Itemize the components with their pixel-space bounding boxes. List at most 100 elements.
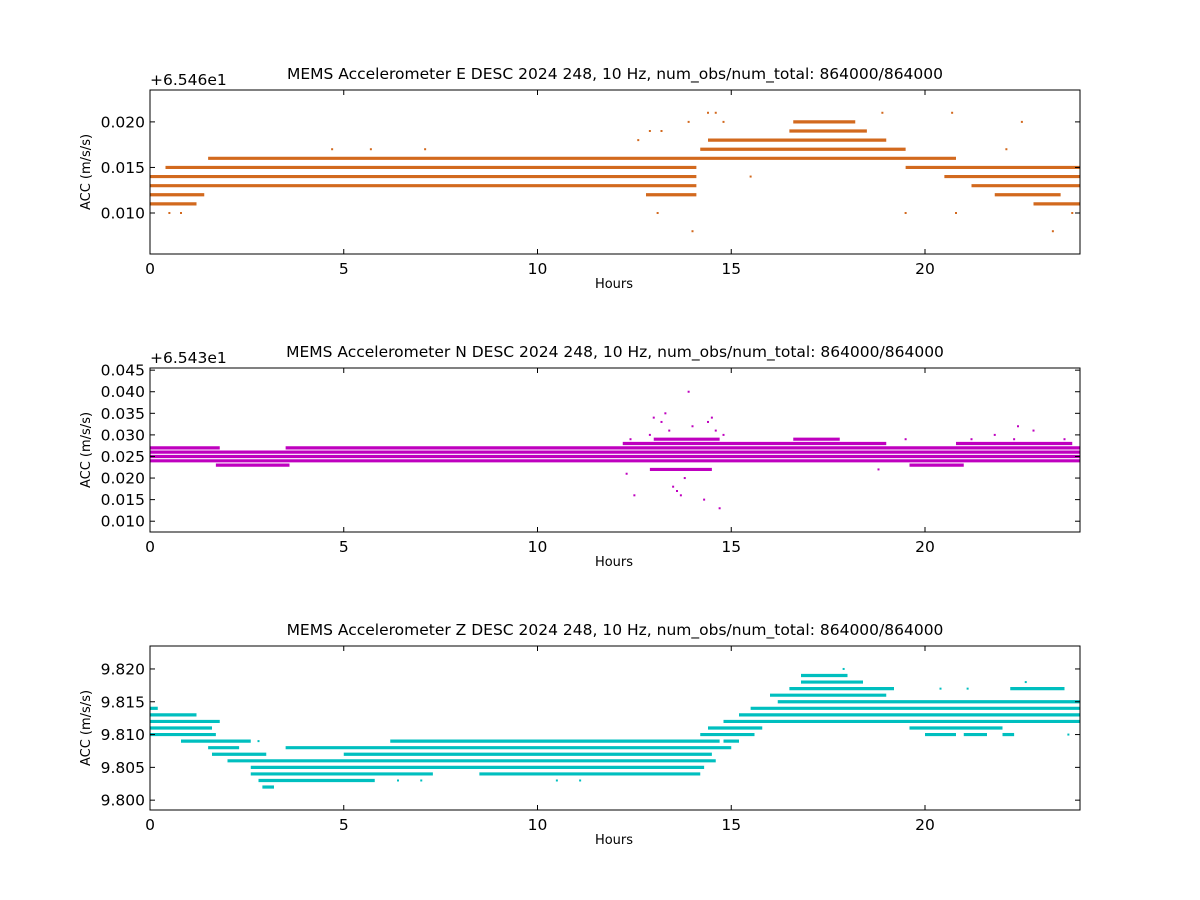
z-data-point-12 xyxy=(257,740,260,743)
n-data-point-23 xyxy=(993,433,996,436)
z-ytick-label-0: 9.800 xyxy=(101,792,145,810)
z-xtick-label-4: 20 xyxy=(915,816,935,834)
n-offset-text: +6.543e1 xyxy=(150,349,227,367)
n-plot-area xyxy=(150,368,1080,532)
n-data-point-21 xyxy=(904,438,907,441)
z-data-layer xyxy=(150,667,1080,789)
e-data-point-14 xyxy=(749,175,752,178)
n-data-point-27 xyxy=(1063,438,1066,441)
e-ytick-label-2: 0.020 xyxy=(101,113,145,131)
n-data-point-4 xyxy=(652,416,655,419)
e-xlabel: Hours xyxy=(595,277,633,292)
z-ytick-label-4: 9.820 xyxy=(101,660,145,678)
e-data-point-18 xyxy=(955,212,957,214)
z-data-point-3 xyxy=(459,746,461,749)
n-data-point-0 xyxy=(629,438,632,441)
n-data-point-11 xyxy=(683,477,686,480)
n-data-point-26 xyxy=(1032,429,1035,432)
e-data-point-1 xyxy=(180,212,182,214)
e-frame xyxy=(149,89,1081,255)
n-xlabel: Hours xyxy=(595,555,633,570)
e-data-point-15 xyxy=(881,111,884,114)
e-data-point-5 xyxy=(637,139,640,142)
e-data-point-4 xyxy=(424,148,427,151)
z-data-point-10 xyxy=(1024,681,1027,684)
n-ytick-label-6: 0.040 xyxy=(101,383,145,401)
n-data-point-16 xyxy=(714,429,717,432)
e-data-point-7 xyxy=(660,130,663,132)
n-data-point-15 xyxy=(710,416,713,419)
z-frame xyxy=(149,645,1081,811)
n-data-point-20 xyxy=(877,468,880,471)
z-ytick-label-1: 9.805 xyxy=(101,759,145,777)
z-data-point-0 xyxy=(265,786,268,789)
n-data-point-10 xyxy=(679,494,682,497)
n-data-point-25 xyxy=(1017,425,1019,428)
z-data-point-11 xyxy=(1067,733,1070,736)
e-data-point-20 xyxy=(1020,120,1023,123)
e-xtick-label-3: 15 xyxy=(721,260,741,278)
n-data-point-18 xyxy=(718,507,721,510)
n-data-point-19 xyxy=(722,433,725,436)
n-ytick-label-0: 0.010 xyxy=(101,513,145,531)
n-frame xyxy=(149,367,1081,533)
n-ytick-label-7: 0.045 xyxy=(101,362,145,380)
n-data-point-2 xyxy=(633,494,636,497)
e-plot-area xyxy=(150,90,1080,254)
n-xtick-label-1: 5 xyxy=(339,538,349,556)
e-data-point-17 xyxy=(951,111,954,114)
n-xtick-label-0: 0 xyxy=(145,538,155,556)
n-ylabel: ACC (m/s/s) xyxy=(79,412,94,488)
n-data-point-12 xyxy=(687,390,690,393)
e-xtick-label-0: 0 xyxy=(145,260,155,278)
e-data-point-21 xyxy=(1051,230,1054,233)
e-data-point-0 xyxy=(168,212,171,214)
n-xtick-label-2: 10 xyxy=(528,538,548,556)
z-data-point-5 xyxy=(555,779,558,782)
n-data-point-8 xyxy=(672,485,675,488)
e-data-point-6 xyxy=(648,130,651,132)
e-data-point-2 xyxy=(331,148,334,151)
z-title: MEMS Accelerometer Z DESC 2024 248, 10 H… xyxy=(287,621,944,640)
n-data-point-14 xyxy=(707,420,709,423)
n-data-point-5 xyxy=(660,420,663,423)
n-xtick-label-4: 20 xyxy=(915,538,935,556)
e-data-point-3 xyxy=(369,148,372,151)
z-ylabel: ACC (m/s/s) xyxy=(79,690,94,766)
z-xlabel: Hours xyxy=(595,833,633,848)
e-data-point-16 xyxy=(904,212,907,214)
z-data-point-7 xyxy=(842,667,845,670)
e-data-point-12 xyxy=(714,111,717,114)
e-xtick-label-1: 5 xyxy=(339,260,349,278)
panel-n: 0 5 10 15 20 0.010 0.015 0.020 0.025 0.030 0.035 0.… xyxy=(79,343,1081,570)
n-ytick-label-5: 0.035 xyxy=(101,405,145,423)
z-data-point-9 xyxy=(966,687,969,690)
n-data-point-13 xyxy=(691,425,694,428)
e-data-point-10 xyxy=(687,120,690,123)
z-xtick-label-3: 15 xyxy=(721,816,741,834)
n-data-point-6 xyxy=(664,412,667,415)
n-ytick-label-1: 0.015 xyxy=(101,491,145,509)
n-data-point-17 xyxy=(703,498,706,501)
z-data-point-1 xyxy=(397,779,399,782)
e-data-point-11 xyxy=(707,111,709,114)
n-ytick-label-4: 0.030 xyxy=(101,426,145,444)
n-xtick-label-3: 15 xyxy=(721,538,741,556)
n-ytick-label-3: 0.025 xyxy=(101,448,145,466)
z-data-point-8 xyxy=(939,687,942,690)
z-xtick-label-1: 5 xyxy=(339,816,349,834)
z-xtick-label-0: 0 xyxy=(145,816,155,834)
e-data-point-19 xyxy=(1005,148,1008,151)
e-title: MEMS Accelerometer E DESC 2024 248, 10 H… xyxy=(287,65,943,84)
n-data-point-1 xyxy=(625,472,628,475)
n-ytick-label-2: 0.020 xyxy=(101,470,145,488)
z-data-point-13 xyxy=(296,746,299,749)
e-ylabel: ACC (m/s/s) xyxy=(79,134,94,210)
panel-e: 0 5 10 15 20 0.010 0.015 0.020 MEMS Acceleromete… xyxy=(79,65,1081,292)
e-data-point-8 xyxy=(656,212,659,214)
e-xtick-label-2: 10 xyxy=(528,260,548,278)
e-data-layer xyxy=(150,111,1080,233)
z-data-point-4 xyxy=(517,740,520,743)
n-data-point-9 xyxy=(676,490,678,492)
